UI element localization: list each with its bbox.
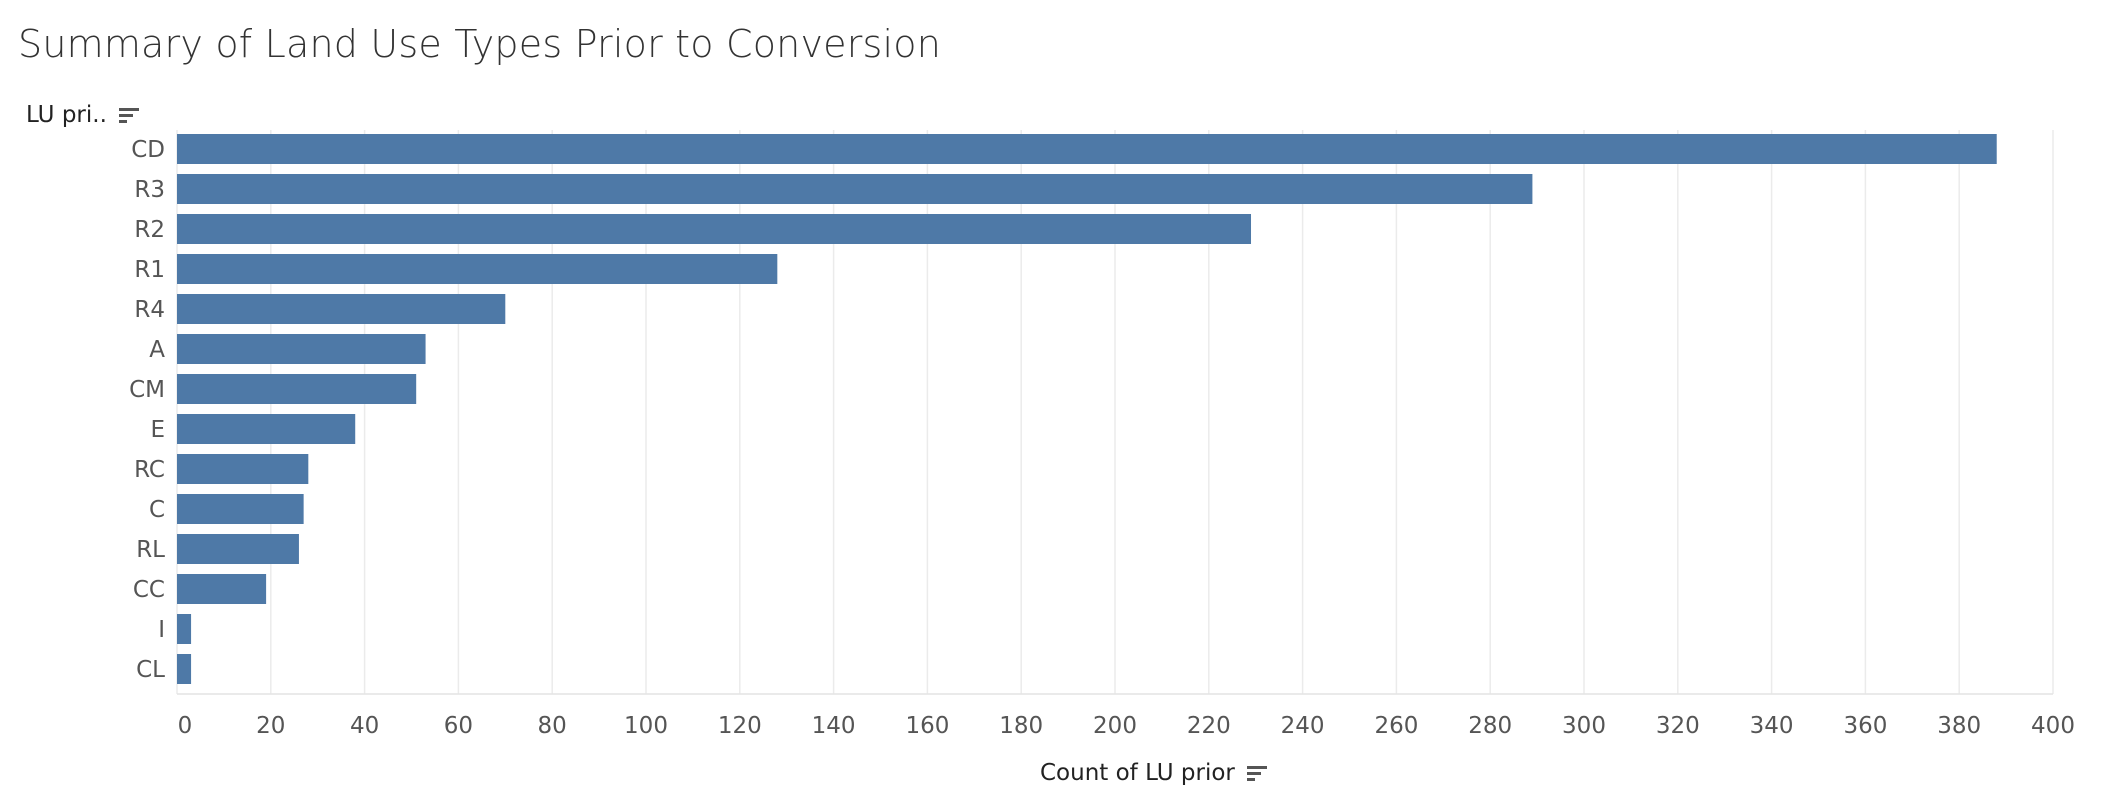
bar-rl[interactable] [177, 534, 299, 564]
x-tick-label: 360 [1843, 713, 1887, 739]
x-tick-label: 160 [905, 713, 949, 739]
x-tick-label: 40 [350, 713, 379, 739]
sort-descending-icon[interactable] [1246, 765, 1267, 781]
category-label: CL [136, 657, 165, 683]
x-tick-label: 60 [444, 713, 473, 739]
x-tick-label: 0 [178, 713, 193, 739]
bar-r3[interactable] [177, 174, 1533, 204]
category-label: RL [136, 537, 165, 563]
bar-a[interactable] [177, 334, 426, 364]
bars [177, 134, 1997, 684]
chart-title: Summary of Land Use Types Prior to Conve… [18, 22, 942, 66]
category-label: C [149, 497, 165, 523]
bar-r1[interactable] [177, 254, 778, 284]
bar-r2[interactable] [177, 214, 1252, 244]
x-axis-ticks: 0 20 40 60 80 100 120 140 160 180 200 220 240 260 280 3… [178, 713, 2075, 739]
bar-cc[interactable] [177, 574, 267, 604]
x-tick-label: 80 [538, 713, 567, 739]
x-tick-label: 260 [1374, 713, 1418, 739]
category-label: R1 [134, 257, 165, 283]
bar-r4[interactable] [177, 294, 506, 324]
category-label: I [158, 617, 165, 643]
category-label: E [150, 417, 165, 443]
sort-descending-icon[interactable] [118, 107, 139, 123]
x-tick-label: 20 [256, 713, 285, 739]
x-axis-field-header: Count of LU prior [1040, 760, 1267, 786]
x-tick-label: 300 [1562, 713, 1606, 739]
x-tick-label: 320 [1656, 713, 1700, 739]
x-tick-label: 100 [624, 713, 668, 739]
category-label: CD [131, 137, 165, 163]
x-tick-label: 400 [2031, 713, 2075, 739]
y-axis-title: LU pri.. [26, 102, 107, 128]
x-tick-label: 340 [1750, 713, 1794, 739]
x-axis-title: Count of LU prior [1040, 760, 1235, 786]
category-label: CM [129, 377, 165, 403]
category-labels: CD R3 R2 R1 R4 A CM E RC C RL CC I CL [129, 137, 165, 683]
x-tick-label: 280 [1468, 713, 1512, 739]
category-label: RC [134, 457, 165, 483]
x-tick-label: 220 [1187, 713, 1231, 739]
bar-e[interactable] [177, 414, 356, 444]
x-tick-label: 380 [1937, 713, 1981, 739]
x-tick-label: 240 [1281, 713, 1325, 739]
bar-cd[interactable] [177, 134, 1997, 164]
x-tick-label: 120 [718, 713, 762, 739]
category-label: R3 [134, 177, 165, 203]
bar-i[interactable] [177, 614, 192, 644]
x-tick-label: 180 [999, 713, 1043, 739]
bar-cl[interactable] [177, 654, 192, 684]
category-label: R4 [134, 297, 165, 323]
bar-c[interactable] [177, 494, 304, 524]
category-label: A [149, 337, 165, 363]
y-axis-field-header: LU pri.. [26, 102, 139, 128]
category-label: CC [133, 577, 165, 603]
category-label: R2 [134, 217, 165, 243]
bar-cm[interactable] [177, 374, 417, 404]
x-tick-label: 140 [812, 713, 856, 739]
bar-rc[interactable] [177, 454, 309, 484]
x-tick-label: 200 [1093, 713, 1137, 739]
